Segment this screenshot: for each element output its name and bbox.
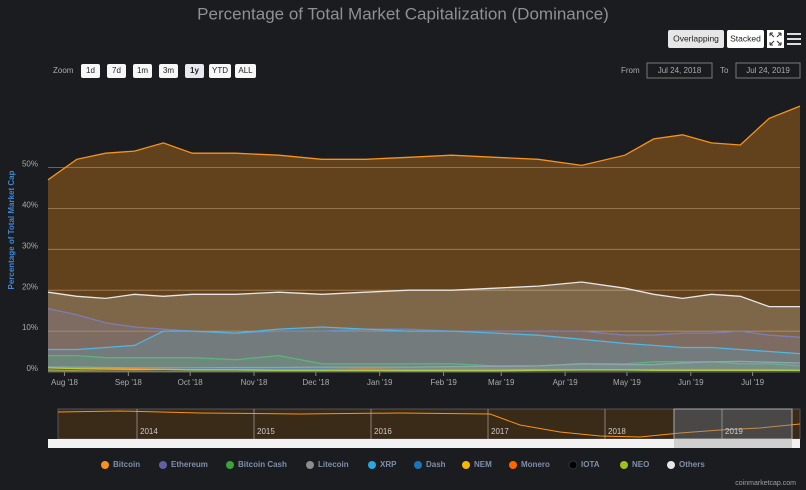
- scrollbar[interactable]: [48, 439, 800, 448]
- from-input[interactable]: [646, 62, 713, 79]
- legend-marker[interactable]: [306, 461, 314, 469]
- menu-icon[interactable]: [787, 33, 801, 45]
- legend-label[interactable]: Litecoin: [318, 460, 349, 469]
- zoom-button[interactable]: [107, 64, 126, 78]
- navigator-window[interactable]: [673, 408, 793, 440]
- export-icons[interactable]: [767, 30, 801, 48]
- legend-label[interactable]: IOTA: [581, 460, 600, 469]
- area-fill: [48, 282, 800, 372]
- legend-marker[interactable]: [101, 461, 109, 469]
- x-tick-label: May '19: [613, 378, 641, 387]
- y-tick-label: 40%: [22, 201, 38, 210]
- x-tick-label: Aug '18: [51, 378, 78, 387]
- legend-marker[interactable]: [667, 461, 675, 469]
- zoom-label: Zoom: [53, 66, 74, 75]
- navigator-label: 2015: [257, 427, 275, 436]
- legend-label[interactable]: Dash: [426, 460, 446, 469]
- legend-label[interactable]: NEM: [474, 460, 492, 469]
- area-fill: [48, 106, 800, 372]
- navigator-label: 2019: [725, 427, 743, 436]
- zoom-button[interactable]: [185, 64, 204, 78]
- zoom-button-label[interactable]: 7d: [112, 66, 121, 75]
- zoom-button[interactable]: [81, 64, 100, 78]
- x-tick-label: Mar '19: [488, 378, 515, 387]
- to-label: To: [720, 66, 729, 75]
- legend-label[interactable]: Monero: [521, 460, 550, 469]
- x-tick-label: Jan '19: [367, 378, 393, 387]
- x-tick-label: Apr '19: [553, 378, 579, 387]
- legend-label[interactable]: Bitcoin Cash: [238, 460, 287, 469]
- legend-marker[interactable]: [620, 461, 628, 469]
- x-tick-label: Oct '18: [178, 378, 204, 387]
- y-tick-label: 50%: [22, 160, 38, 169]
- series-line: [47, 367, 800, 372]
- mode-button-label[interactable]: Stacked: [730, 33, 761, 43]
- fullscreen-button[interactable]: [767, 30, 784, 48]
- zoom-button[interactable]: [235, 64, 256, 78]
- legend-marker[interactable]: [414, 461, 422, 469]
- x-tick-label: Jun '19: [678, 378, 704, 387]
- y-tick-label: 20%: [22, 282, 38, 291]
- to-value[interactable]: Jul 24, 2019: [746, 66, 790, 75]
- zoom-button-label[interactable]: 3m: [163, 66, 174, 75]
- zoom-button-label[interactable]: 1y: [190, 66, 199, 75]
- zoom-button[interactable]: [209, 64, 231, 78]
- navigator-label: 2017: [491, 427, 509, 436]
- series-line: [48, 326, 801, 355]
- scrollbar-thumb[interactable]: [674, 439, 792, 448]
- series-line: [47, 281, 800, 308]
- legend-marker[interactable]: [368, 461, 376, 469]
- mode-button[interactable]: [668, 30, 724, 48]
- x-tick-label: Feb '19: [430, 378, 457, 387]
- legend-label[interactable]: Others: [679, 460, 705, 469]
- zoom-button-label[interactable]: 1m: [137, 66, 148, 75]
- series-line: [47, 105, 801, 181]
- mode-button-label[interactable]: Overlapping: [673, 33, 719, 43]
- x-tick-label: Dec '18: [302, 378, 329, 387]
- zoom-button-label[interactable]: 1d: [86, 66, 95, 75]
- navigator-line: [57, 410, 801, 438]
- series-line: [48, 360, 801, 369]
- from-value[interactable]: Jul 24, 2018: [658, 66, 702, 75]
- fullscreen-icon: [769, 32, 782, 46]
- navigator-label: 2016: [374, 427, 392, 436]
- y-tick-label: 0%: [26, 364, 38, 373]
- x-tick-label: Nov '18: [241, 378, 268, 387]
- series-line: [47, 307, 801, 338]
- zoom-button[interactable]: [133, 64, 152, 78]
- area-fill: [48, 308, 800, 372]
- legend-label[interactable]: XRP: [380, 460, 397, 469]
- area-fill: [48, 367, 800, 372]
- legend-label[interactable]: NEO: [632, 460, 649, 469]
- legend-marker[interactable]: [509, 461, 517, 469]
- navigator-bg: [57, 408, 801, 440]
- from-label: From: [621, 66, 640, 75]
- credit: coinmarketcap.com: [735, 480, 796, 487]
- chart-title: Percentage of Total Market Capitalizatio…: [197, 4, 609, 23]
- y-axis-label: Percentage of Total Market Cap: [7, 170, 16, 289]
- y-tick-label: 10%: [22, 323, 38, 332]
- legend-marker[interactable]: [462, 461, 470, 469]
- legend-marker[interactable]: [568, 460, 578, 470]
- x-tick-label: Jul '19: [741, 378, 764, 387]
- legend-label[interactable]: Bitcoin: [113, 460, 140, 469]
- y-tick-label: 30%: [22, 241, 38, 250]
- zoom-button-label[interactable]: YTD: [212, 66, 228, 75]
- x-tick-label: Sep '18: [115, 378, 142, 387]
- legend-marker[interactable]: [159, 461, 167, 469]
- to-input[interactable]: [735, 62, 801, 79]
- legend-label[interactable]: Ethereum: [171, 460, 208, 469]
- legend-marker[interactable]: [226, 461, 234, 469]
- zoom-button[interactable]: [159, 64, 178, 78]
- area-fill: [48, 327, 800, 372]
- zoom-button-label[interactable]: ALL: [238, 66, 253, 75]
- mode-button[interactable]: [727, 30, 764, 48]
- navigator-label: 2018: [608, 427, 626, 436]
- navigator-label: 2014: [140, 427, 158, 436]
